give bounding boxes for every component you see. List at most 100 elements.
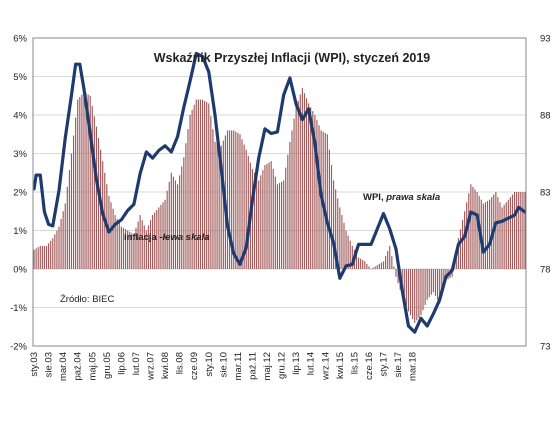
inflation-bar <box>154 212 156 269</box>
inflation-bar <box>341 215 343 269</box>
inflation-bar <box>197 99 199 269</box>
inflation-bar <box>461 220 464 269</box>
x-tick-label: cze.16 <box>364 352 375 380</box>
right-tick-label: 88 <box>540 111 551 122</box>
left-tick-label: 4% <box>13 111 27 122</box>
x-tick-label: paź.04 <box>73 352 84 381</box>
inflation-bar <box>141 220 143 269</box>
inflation-bar <box>414 269 416 323</box>
inflation-bar <box>251 168 254 269</box>
inflation-bar <box>420 269 422 316</box>
inflation-bar <box>199 99 202 269</box>
inflation-bar <box>95 126 98 269</box>
left-tick-label: 6% <box>13 34 27 45</box>
inflation-bar <box>276 184 278 269</box>
inflation-bar <box>416 269 418 321</box>
inflation-bar <box>324 132 326 269</box>
inflation-bar <box>37 247 39 269</box>
inflation-bar <box>139 215 141 269</box>
inflation-bar <box>58 226 60 269</box>
inflation-bar <box>262 170 264 269</box>
inflation-bar <box>72 135 75 269</box>
inflation-bar <box>195 99 197 269</box>
x-tick-label: gru.05 <box>102 352 113 379</box>
inflation-bar <box>43 245 46 269</box>
inflation-bar <box>337 198 339 269</box>
inflation-bar <box>50 240 52 269</box>
inflation-bar <box>407 269 410 312</box>
inflation-bar <box>52 238 54 269</box>
x-tick-label: lut.07 <box>131 352 142 375</box>
x-tick-label: sty.03 <box>29 352 40 377</box>
x-tick-label: maj.12 <box>262 352 273 381</box>
inflation-bar <box>116 218 118 269</box>
x-tick-label: gru.12 <box>277 352 288 379</box>
inflation-bar <box>499 202 501 269</box>
inflation-bar <box>351 245 353 269</box>
inflation-bar <box>237 132 239 269</box>
inflation-bar <box>268 162 270 269</box>
inflation-bar <box>181 166 183 269</box>
inflation-bar <box>56 230 58 269</box>
plot-border <box>32 37 527 347</box>
x-tick-label: wrz.14 <box>320 352 331 381</box>
inflation-bar <box>70 153 73 269</box>
inflation-bar <box>156 209 158 269</box>
wpi-line-group <box>32 51 527 334</box>
chart-title: Wskaźnik Przyszłej Inflacji (WPI), stycz… <box>154 51 431 65</box>
inflation-bar <box>387 251 389 269</box>
x-tick-label: kwi.15 <box>335 352 346 379</box>
left-tick-label: 0% <box>13 265 27 276</box>
x-tick-label: lis.15 <box>349 352 360 374</box>
inflation-bar <box>395 269 397 277</box>
inflation-bar <box>133 234 135 269</box>
inflation-bar <box>362 260 364 269</box>
inflation-bar <box>228 130 231 269</box>
inflation-bar <box>185 143 187 269</box>
inflation-bar <box>314 115 316 269</box>
inflation-bar <box>75 117 77 269</box>
inflation-bar <box>501 207 503 269</box>
inflation-bar <box>68 170 70 269</box>
inflation-bar <box>328 149 330 269</box>
inflation-bar <box>131 233 133 269</box>
inflation-bar <box>368 266 370 269</box>
inflation-bar <box>424 269 426 305</box>
x-tick-label: lis.08 <box>175 352 186 374</box>
inflation-bar <box>326 134 328 269</box>
inflation-bar <box>509 197 511 269</box>
inflation-bar <box>239 134 241 269</box>
inflation-bar <box>372 267 374 269</box>
inflation-bar <box>524 192 526 269</box>
inflation-bar <box>54 234 56 269</box>
inflation-bar <box>505 202 507 269</box>
inflation-bar <box>135 227 137 269</box>
inflation-bar <box>349 240 351 269</box>
inflation-bar <box>451 269 453 277</box>
inflation-bar <box>45 245 48 269</box>
inflation-bar <box>260 175 262 269</box>
inflation-bar <box>378 263 380 269</box>
inflation-bar <box>303 93 306 270</box>
inflation-bar <box>430 269 432 295</box>
inflation-bar <box>231 130 233 269</box>
inflation-bar <box>439 269 441 304</box>
inflation-bar <box>226 130 229 269</box>
inflation-bar <box>464 211 466 269</box>
x-tick-label: mar.04 <box>58 352 69 381</box>
inflation-bar <box>137 221 139 269</box>
inflation-bar <box>470 184 472 269</box>
inflation-bar <box>62 211 64 269</box>
inflation-bar <box>374 266 376 269</box>
inflation-bar <box>204 100 206 269</box>
inflation-bar <box>289 141 291 269</box>
inflation-bar <box>235 131 237 269</box>
inflation-bar <box>258 180 260 269</box>
wpi-series-label: WPI, prawa skala <box>363 192 440 203</box>
inflation-bar <box>455 251 457 269</box>
inflation-bar <box>214 141 216 269</box>
inflation-bar <box>486 200 489 269</box>
inflation-bar <box>295 107 297 269</box>
inflation-bar <box>91 106 93 270</box>
inflation-bar <box>484 202 487 269</box>
